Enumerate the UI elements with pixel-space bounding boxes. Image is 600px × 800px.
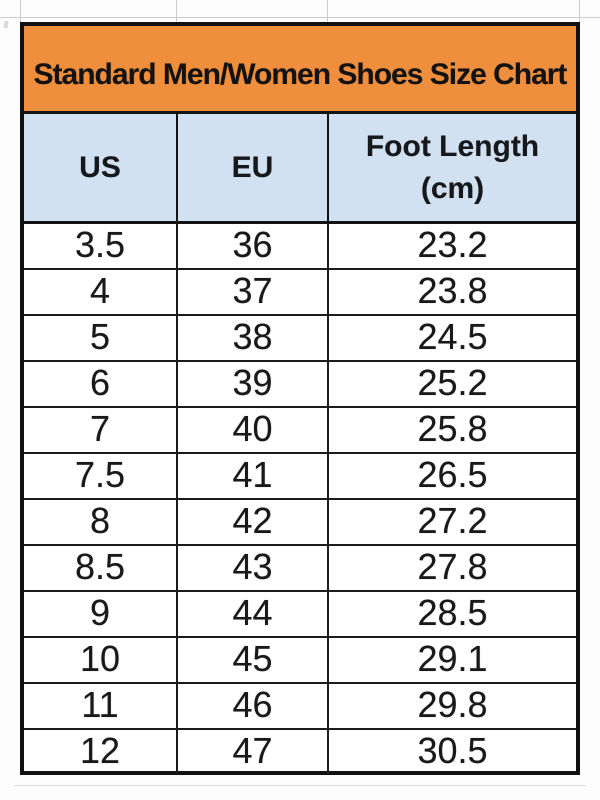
cell-us: 6: [89, 362, 111, 403]
cell-us: 7.5: [74, 454, 126, 495]
table-row: 8 42 27.2: [24, 500, 576, 546]
cell-us: 12: [79, 730, 121, 771]
table-title-band: Standard Men/Women Shoes Size Chart: [24, 26, 576, 114]
cell-us: 8: [89, 500, 111, 541]
column-header-us: US: [24, 114, 176, 221]
column-header-us-label: US: [79, 150, 121, 184]
column-header-eu-label: EU: [231, 150, 274, 184]
cell-us: 3.5: [74, 224, 126, 265]
gridline-vertical-col1: [176, 0, 177, 23]
gridline-vertical-col2: [327, 0, 328, 23]
cell-eu: 44: [176, 592, 327, 636]
table-row: 7.5 41 26.5: [24, 454, 576, 500]
cell-us: 9: [89, 592, 111, 633]
table-title: Standard Men/Women Shoes Size Chart: [33, 57, 568, 91]
column-header-foot-length-line1: Foot Length: [365, 130, 540, 164]
table-row: 3.5 36 23.2: [24, 224, 576, 270]
table-row: 6 39 25.2: [24, 362, 576, 408]
cell-foot-length-cm: 23.2: [327, 224, 576, 268]
column-header-foot-length: Foot Length (cm): [327, 114, 576, 221]
cell-eu: 39: [176, 362, 327, 406]
cell-foot-length-cm: 27.8: [327, 546, 576, 590]
scan-artifact-speck: [3, 20, 9, 29]
cell-eu: 41: [176, 454, 327, 498]
cell-eu: 40: [176, 408, 327, 452]
table-row: 11 46 29.8: [24, 684, 576, 730]
column-header-eu: EU: [176, 114, 327, 221]
cell-foot-length-cm: 25.8: [327, 408, 576, 452]
shoe-size-chart-table: Standard Men/Women Shoes Size Chart US E…: [20, 22, 580, 775]
cell-eu: 42: [176, 500, 327, 544]
cell-eu: 38: [176, 316, 327, 360]
table-body: 3.5 36 23.2 4 37 23.8 5 38 24.5 6 39 25.2 7 40 25.8 7.5…: [24, 224, 576, 774]
table-row: 10 45 29.1: [24, 638, 576, 684]
gridline-top-horizontal: [0, 17, 600, 18]
cell-foot-length-cm: 24.5: [327, 316, 576, 360]
cell-us: 8.5: [74, 546, 126, 587]
cell-eu: 43: [176, 546, 327, 590]
cell-eu: 37: [176, 270, 327, 314]
table-header-row: US EU Foot Length (cm): [24, 114, 576, 224]
table-row: 7 40 25.8: [24, 408, 576, 454]
cell-eu: 46: [176, 684, 327, 728]
cell-us: 11: [81, 684, 119, 725]
table-row: 4 37 23.8: [24, 270, 576, 316]
cell-us: 7: [89, 408, 111, 449]
cell-foot-length-cm: 28.5: [327, 592, 576, 636]
cell-eu: 36: [176, 224, 327, 268]
gridline-bottom-horizontal: [14, 785, 586, 786]
table-row: 8.5 43 27.8: [24, 546, 576, 592]
cell-foot-length-cm: 29.1: [327, 638, 576, 682]
cell-us: 10: [79, 638, 121, 679]
cell-foot-length-cm: 23.8: [327, 270, 576, 314]
cell-eu: 45: [176, 638, 327, 682]
cell-foot-length-cm: 27.2: [327, 500, 576, 544]
gridline-vertical-right: [579, 0, 580, 23]
cell-us: 4: [89, 270, 111, 311]
table-row: 5 38 24.5: [24, 316, 576, 362]
table-row: 12 47 30.5: [24, 730, 576, 774]
cell-us: 5: [89, 316, 111, 357]
cell-foot-length-cm: 30.5: [327, 730, 576, 774]
table-row: 9 44 28.5: [24, 592, 576, 638]
gridline-vertical-left: [20, 0, 21, 23]
cell-eu: 47: [176, 730, 327, 774]
cell-foot-length-cm: 29.8: [327, 684, 576, 728]
column-header-foot-length-line2: (cm): [420, 171, 485, 205]
cell-foot-length-cm: 25.2: [327, 362, 576, 406]
cell-foot-length-cm: 26.5: [327, 454, 576, 498]
